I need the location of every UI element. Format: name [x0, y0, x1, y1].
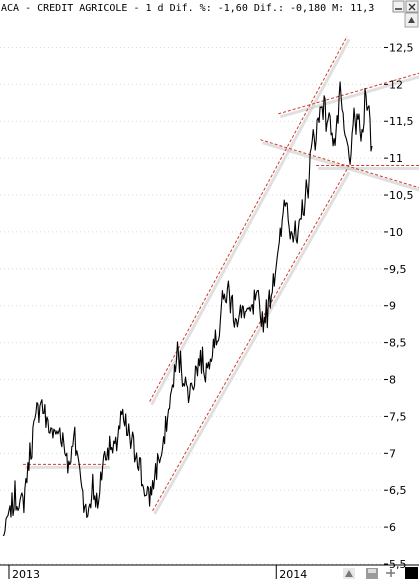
trendline-shadow [153, 171, 351, 515]
y-tick-label: 8 [389, 374, 396, 387]
close-icon[interactable] [405, 0, 419, 13]
trendline [152, 168, 348, 512]
x-axis-ticks: 2013 2014 [8, 565, 307, 580]
trendlines [22, 36, 419, 512]
y-tick-label: 6 [389, 521, 396, 534]
trendline-shadow [261, 141, 419, 192]
y-tick-label: 12,5 [389, 41, 414, 54]
price-series [2, 81, 373, 537]
y-tick-label: 7,5 [389, 410, 407, 423]
y-tick-label: 9 [389, 300, 396, 313]
scroll-up-icon[interactable] [404, 12, 419, 28]
save-icon[interactable] [366, 568, 378, 579]
x-tick-label: 2013 [12, 568, 40, 580]
minimize-icon[interactable] [392, 0, 405, 13]
trendline-shadow [150, 38, 351, 406]
chart-title: ACA - CREDIT AGRICOLE - 1 d Dif. %: -1,6… [1, 3, 374, 14]
y-tick-label: 12 [389, 78, 403, 91]
header-bar [0, 0, 419, 14]
chart-tool-icon[interactable] [343, 568, 355, 579]
price-line [2, 81, 373, 537]
grid-lines [0, 46, 384, 565]
trendline [149, 36, 348, 402]
y-tick-label: 10 [389, 226, 403, 239]
color-square-icon[interactable] [405, 567, 418, 579]
trendline [260, 139, 419, 189]
y-tick-label: 11,5 [389, 115, 414, 128]
x-tick-label: 2014 [279, 568, 307, 580]
y-tick-label: 9,5 [389, 263, 407, 276]
trendline-shadows [24, 38, 419, 515]
y-tick-label: 8,5 [389, 337, 407, 350]
y-tick-label: 7 [389, 447, 396, 460]
y-tick-label: 6,5 [389, 484, 407, 497]
trendline [278, 72, 419, 115]
y-tick-label: 11 [389, 152, 403, 165]
y-tick-label: 10,5 [389, 189, 414, 202]
trendline-shadow [279, 75, 419, 119]
pin-icon[interactable] [386, 569, 395, 577]
